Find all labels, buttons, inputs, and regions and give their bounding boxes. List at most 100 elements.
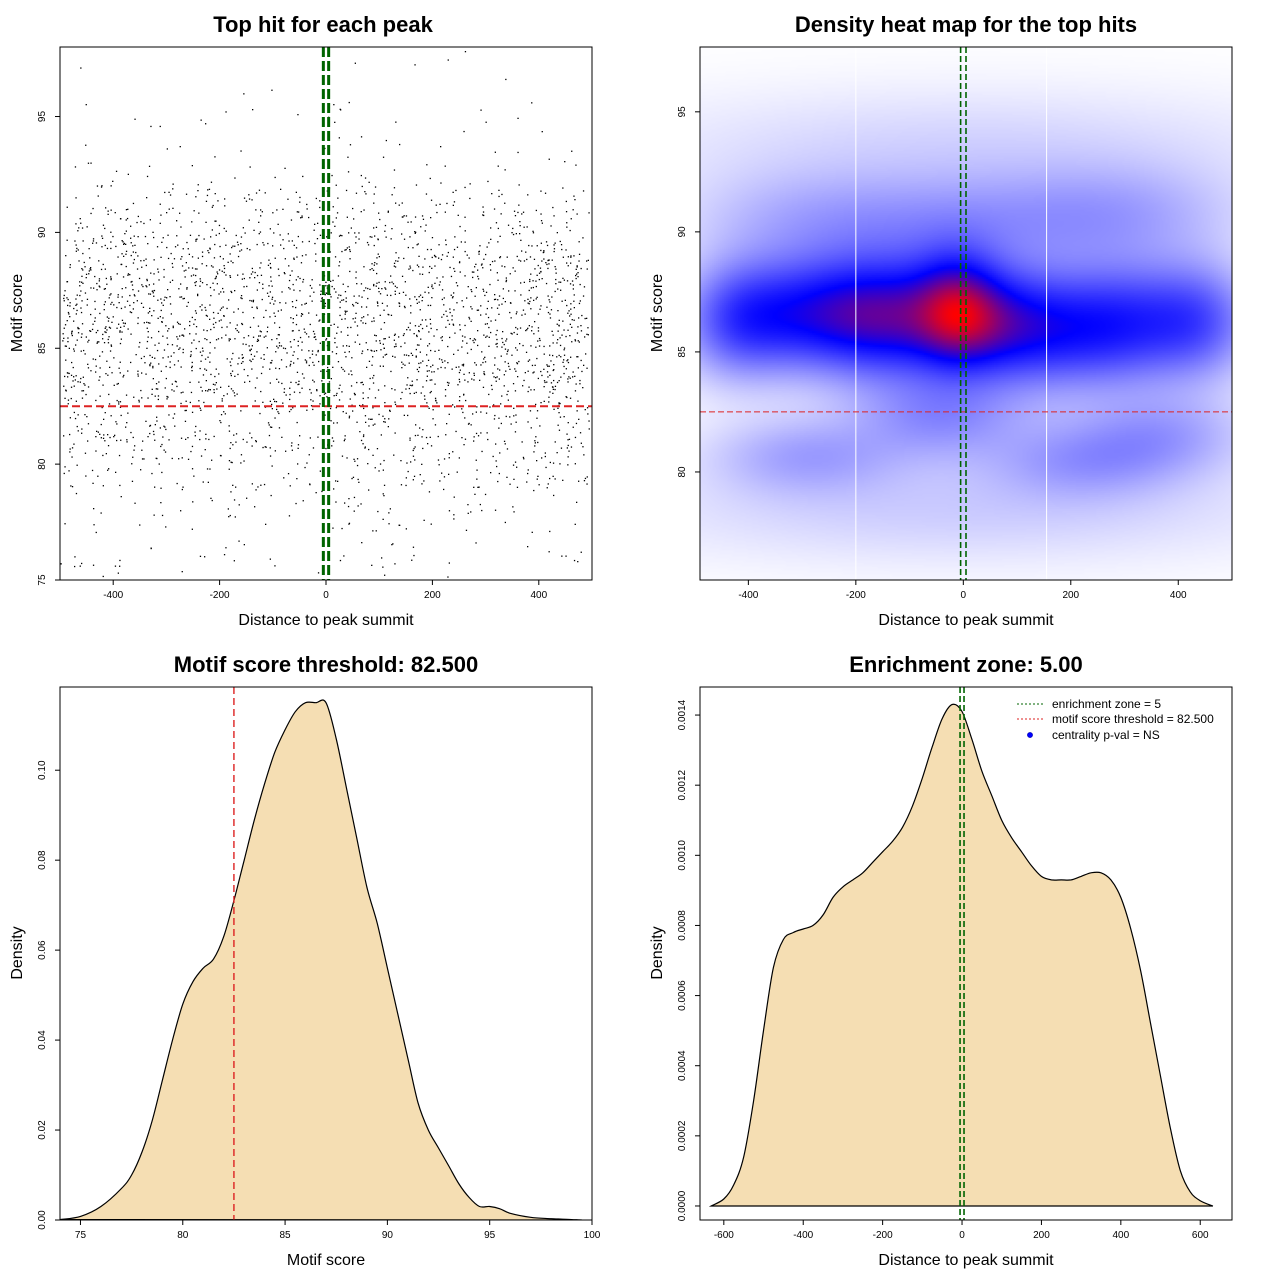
scatter-point [407,414,409,417]
scatter-point [286,352,288,354]
scatter-point [109,436,111,439]
scatter-point [308,350,310,352]
scatter-point [172,207,174,209]
scatter-point [388,336,390,338]
scatter-point [449,308,451,310]
scatter-point [382,518,384,520]
scatter-point [446,381,449,384]
scatter-point [134,445,136,447]
scatter-point [355,236,357,238]
scatter-point [382,469,384,471]
scatter-point [231,291,233,294]
scatter-point [291,449,293,451]
scatter-point [480,314,482,316]
scatter-point [68,347,70,349]
scatter-point [521,250,523,252]
scatter-point [160,370,162,372]
scatter-point [162,436,164,438]
scatter-point [64,466,66,468]
scatter-point [251,306,253,308]
scatter-point [185,193,188,195]
scatter-point [421,273,424,275]
scatter-point [99,355,101,357]
scatter-point [448,562,450,564]
scatter-point [153,310,155,312]
scatter-point [334,121,336,123]
scatter-point [324,147,326,150]
scatter-point [82,252,84,255]
scatter-point [111,372,113,374]
scatter-point [79,281,81,283]
score-density-y-tick-label: 0.00 [37,1210,48,1230]
scatter-point [179,296,181,298]
scatter-point [208,188,211,190]
scatter-point [418,301,420,303]
scatter-point [455,189,457,192]
scatter-point [488,345,490,347]
scatter-point [176,336,178,338]
scatter-point [421,319,423,321]
scatter-point [246,247,248,250]
scatter-point [514,290,516,292]
scatter-point [419,294,422,296]
scatter-point [65,255,67,257]
scatter-point [63,337,65,339]
scatter-point [64,523,66,525]
scatter-point [289,387,291,389]
scatter-point [295,191,297,193]
scatter-point [194,282,196,284]
scatter-point [252,358,254,360]
scatter-point [381,302,384,304]
scatter-point [497,368,499,370]
scatter-point [80,222,82,224]
scatter-point [567,422,569,424]
scatter-point [75,492,78,495]
scatter-point [434,350,436,352]
scatter-point [298,383,300,385]
scatter-point [546,381,548,383]
scatter-point [191,468,194,470]
scatter-point [431,237,434,239]
scatter-point [527,546,529,548]
scatter-point [191,316,193,319]
scatter-point [505,280,507,283]
scatter-point [108,326,111,328]
scatter-point [147,312,149,314]
scatter-point [244,232,246,234]
scatter-point [495,443,497,445]
scatter-point [217,312,219,314]
scatter-point [243,93,245,95]
scatter-point [267,422,270,424]
scatter-point [562,187,564,189]
scatter-point [504,266,506,268]
scatter-point [378,413,380,416]
scatter-point [300,217,302,219]
scatter-point [169,303,172,305]
scatter-point [130,242,132,244]
scatter-point [553,244,555,246]
scatter-point [213,326,215,329]
scatter-point [157,271,160,273]
scatter-point [232,262,234,264]
scatter-point [549,354,551,356]
scatter-point [306,203,308,206]
scatter-point [321,490,323,493]
scatter-point [506,350,509,353]
scatter-point [447,251,449,254]
scatter-point [337,361,340,363]
scatter-point [360,320,362,322]
scatter-point [99,433,101,435]
scatter-point [409,437,411,439]
scatter-point [135,251,137,254]
scatter-point [509,302,512,304]
scatter-point [271,408,273,410]
scatter-point [251,199,253,201]
scatter-point [137,370,139,372]
scatter-point [269,382,271,384]
scatter-point [418,362,420,365]
scatter-point [581,370,583,373]
scatter-point [394,432,396,434]
scatter-point [394,293,396,295]
scatter-point [326,396,328,398]
scatter-point [506,448,509,450]
